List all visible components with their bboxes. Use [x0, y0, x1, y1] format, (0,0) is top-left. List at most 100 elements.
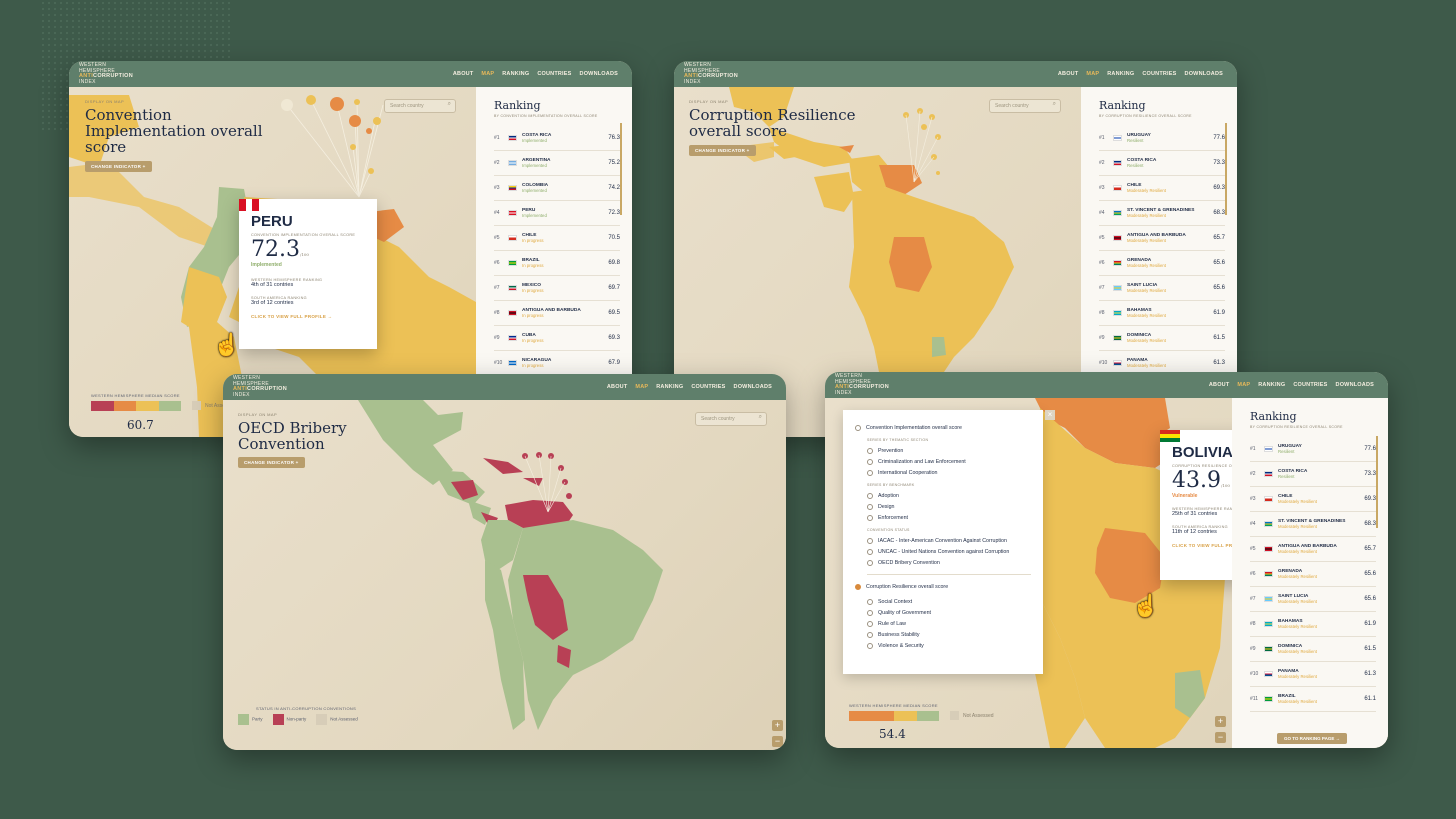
- scrollbar[interactable]: [1225, 123, 1227, 215]
- ranking-row[interactable]: #3 CHILE Moderately Resilient 69.3: [1250, 487, 1376, 512]
- rank-number: #10: [494, 360, 503, 366]
- option-adoption[interactable]: Adoption: [855, 490, 1031, 501]
- ranking-row[interactable]: #9 DOMINICA Moderately Resilient 61.5: [1250, 637, 1376, 662]
- ranking-row[interactable]: #1 URUGUAY Resilient 77.6: [1250, 437, 1376, 462]
- ranking-row[interactable]: #6 GRENADA Moderately Resilient 65.6: [1099, 251, 1225, 276]
- country-name: COSTA RICA Resilient: [1127, 158, 1207, 169]
- option-oecd[interactable]: OECD Bribery Convention: [855, 557, 1031, 568]
- nav-about[interactable]: ABOUT: [1057, 71, 1079, 77]
- view-profile-link[interactable]: CLICK TO VIEW FULL PROFILE →: [1172, 543, 1254, 548]
- country-score: 61.5: [1364, 646, 1376, 652]
- nav-map[interactable]: MAP: [481, 71, 495, 77]
- change-indicator-button[interactable]: CHANGE INDICATOR +: [85, 161, 152, 172]
- nav-map[interactable]: MAP: [635, 384, 649, 390]
- option-business-stability[interactable]: Business Stability: [855, 629, 1031, 640]
- option-rule-of-law[interactable]: Rule of Law: [855, 618, 1031, 629]
- ranking-row[interactable]: #9 DOMINICA Moderately Resilient 61.5: [1099, 326, 1225, 351]
- ranking-row[interactable]: #7 SAINT LUCIA Moderately Resilient 65.6: [1250, 587, 1376, 612]
- option-quality-of-government[interactable]: Quality of Government: [855, 607, 1031, 618]
- nav-downloads[interactable]: DOWNLOADS: [579, 71, 618, 77]
- ranking-row[interactable]: #4 ST. VINCENT & GRENADINES Moderately Res…: [1099, 201, 1225, 226]
- option-design[interactable]: Design: [855, 501, 1031, 512]
- nav-downloads[interactable]: DOWNLOADS: [1184, 71, 1223, 77]
- nav-downloads[interactable]: DOWNLOADS: [733, 384, 772, 390]
- nav-map[interactable]: MAP: [1086, 71, 1100, 77]
- option-uncac[interactable]: UNCAC - United Nations Convention agains…: [855, 546, 1031, 557]
- scrollbar[interactable]: [1376, 436, 1378, 528]
- ranking-row[interactable]: #3 COLOMBIA Implemented 74.2: [494, 176, 620, 201]
- search-country-input[interactable]: Search country ⌕: [989, 99, 1061, 113]
- nav-about[interactable]: ABOUT: [1208, 382, 1230, 388]
- ranking-row[interactable]: #5 ANTIGUA AND BARBUDA Moderately Resilien…: [1099, 226, 1225, 251]
- nav-countries[interactable]: COUNTRIES: [1142, 71, 1177, 77]
- ranking-row[interactable]: #1 URUGUAY Resilient 77.6: [1099, 126, 1225, 151]
- country-score: 65.7: [1364, 546, 1376, 552]
- nav-ranking[interactable]: RANKING: [1107, 71, 1135, 77]
- ranking-row[interactable]: #8 BAHAMAS Moderately Resilient 61.9: [1099, 301, 1225, 326]
- option-enforcement[interactable]: Enforcement: [855, 512, 1031, 523]
- zoom-in-button[interactable]: +: [772, 720, 783, 731]
- go-to-ranking-button[interactable]: GO TO RANKING PAGE →: [1277, 733, 1348, 744]
- nav-countries[interactable]: COUNTRIES: [691, 384, 726, 390]
- zoom-in-button[interactable]: +: [1215, 716, 1226, 727]
- rank-number: #3: [1250, 496, 1256, 502]
- ranking-row[interactable]: #5 ANTIGUA AND BARBUDA Moderately Resilien…: [1250, 537, 1376, 562]
- ranking-row[interactable]: #7 MEXICO In progress 69.7: [494, 276, 620, 301]
- ranking-row[interactable]: #2 COSTA RICA Resilient 73.3: [1250, 462, 1376, 487]
- ranking-row[interactable]: #4 PERU Implemented 72.3: [494, 201, 620, 226]
- option-criminalization[interactable]: Criminalization and Law Enforcement: [855, 456, 1031, 467]
- zoom-out-button[interactable]: −: [772, 736, 783, 747]
- scrollbar[interactable]: [620, 123, 622, 215]
- nav-about[interactable]: ABOUT: [452, 71, 474, 77]
- site-logo[interactable]: WESTERN HEMISPHERE ANTICORRUPTION INDEX: [233, 375, 288, 398]
- option-corruption-resilience[interactable]: Corruption Resilience overall score: [855, 581, 1031, 592]
- map-area[interactable]: DISPLAY ON MAP OECD Bribery Convention C…: [223, 400, 786, 750]
- nav-countries[interactable]: COUNTRIES: [537, 71, 572, 77]
- search-country-input[interactable]: Search country ⌕: [384, 99, 456, 113]
- option-violence-security[interactable]: Violence & Security: [855, 640, 1031, 651]
- ranking-list: #1 URUGUAY Resilient 77.6 #2 COSTA RICA Resili…: [1099, 126, 1225, 376]
- option-social-context[interactable]: Social Context: [855, 596, 1031, 607]
- ranking-row[interactable]: #2 ARGENTINA Implemented 75.2: [494, 151, 620, 176]
- nav-map[interactable]: MAP: [1237, 382, 1251, 388]
- ranking-row[interactable]: #7 SAINT LUCIA Moderately Resilient 65.6: [1099, 276, 1225, 301]
- ranking-row[interactable]: #9 CUBA In progress 69.3: [494, 326, 620, 351]
- nav-countries[interactable]: COUNTRIES: [1293, 382, 1328, 388]
- country-score: 77.6: [1364, 446, 1376, 452]
- country-name: PANAMA Moderately Resilient: [1278, 669, 1358, 680]
- option-convention-implementation[interactable]: Convention Implementation overall score: [855, 422, 1031, 433]
- group-convention-status: CONVENTION STATUS: [867, 528, 910, 532]
- country-status: Implemented: [522, 163, 547, 168]
- ranking-row[interactable]: #2 COSTA RICA Resilient 73.3: [1099, 151, 1225, 176]
- site-logo[interactable]: WESTERN HEMISPHERE ANTICORRUPTION INDEX: [79, 62, 134, 85]
- main-nav: ABOUT MAP RANKING COUNTRIES DOWNLOADS: [1209, 382, 1374, 388]
- ranking-row[interactable]: #11 BRAZIL Moderately Resilient 61.1: [1250, 687, 1376, 712]
- nav-about[interactable]: ABOUT: [606, 384, 628, 390]
- ranking-row[interactable]: #10 PANAMA Moderately Resilient 61.3: [1250, 662, 1376, 687]
- close-icon[interactable]: ×: [1045, 410, 1055, 420]
- nav-ranking[interactable]: RANKING: [1258, 382, 1286, 388]
- option-iacac[interactable]: IACAC - Inter-American Convention Agains…: [855, 535, 1031, 546]
- site-logo[interactable]: WESTERN HEMISPHERE ANTICORRUPTION INDEX: [835, 373, 890, 396]
- search-country-input[interactable]: Search country ⌕: [695, 412, 767, 426]
- ranking-row[interactable]: #4 ST. VINCENT & GRENADINES Moderately Res…: [1250, 512, 1376, 537]
- change-indicator-button[interactable]: CHANGE INDICATOR +: [238, 457, 305, 468]
- ranking-row[interactable]: #6 GRENADA Moderately Resilient 65.6: [1250, 562, 1376, 587]
- ranking-row[interactable]: #8 ANTIGUA AND BARBUDA In progress 69.5: [494, 301, 620, 326]
- change-indicator-button[interactable]: CHANGE INDICATOR +: [689, 145, 756, 156]
- ranking-row[interactable]: #6 BRAZIL In progress 69.8: [494, 251, 620, 276]
- country-flag-icon: [1113, 360, 1122, 366]
- ranking-row[interactable]: #3 CHILE Moderately Resilient 69.3: [1099, 176, 1225, 201]
- ranking-row[interactable]: #10 NICARAGUA In progress 67.9: [494, 351, 620, 376]
- ranking-row[interactable]: #5 CHILE In progress 70.5: [494, 226, 620, 251]
- option-international-cooperation[interactable]: International Cooperation: [855, 467, 1031, 478]
- option-prevention[interactable]: Prevention: [855, 445, 1031, 456]
- zoom-out-button[interactable]: −: [1215, 732, 1226, 743]
- nav-downloads[interactable]: DOWNLOADS: [1335, 382, 1374, 388]
- ranking-row[interactable]: #1 COSTA RICA Implemented 76.3: [494, 126, 620, 151]
- view-profile-link[interactable]: CLICK TO VIEW FULL PROFILE →: [251, 314, 333, 319]
- nav-ranking[interactable]: RANKING: [502, 71, 530, 77]
- nav-ranking[interactable]: RANKING: [656, 384, 684, 390]
- site-logo[interactable]: WESTERN HEMISPHERE ANTICORRUPTION INDEX: [684, 62, 739, 85]
- ranking-row[interactable]: #8 BAHAMAS Moderately Resilient 61.9: [1250, 612, 1376, 637]
